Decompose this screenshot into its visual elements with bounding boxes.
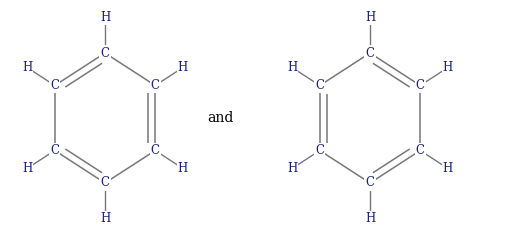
Text: C: C <box>101 177 109 190</box>
Text: H: H <box>100 213 110 225</box>
Text: H: H <box>287 61 297 74</box>
Text: C: C <box>315 79 324 92</box>
Text: and: and <box>207 111 233 125</box>
Text: C: C <box>366 177 375 190</box>
Text: H: H <box>100 10 110 23</box>
Text: H: H <box>178 162 188 175</box>
Text: H: H <box>22 162 32 175</box>
Text: C: C <box>101 46 109 59</box>
Text: C: C <box>315 144 324 157</box>
Text: C: C <box>151 144 160 157</box>
Text: H: H <box>287 162 297 175</box>
Text: C: C <box>416 79 425 92</box>
Text: H: H <box>443 162 453 175</box>
Text: C: C <box>50 79 59 92</box>
Text: H: H <box>22 61 32 74</box>
Text: C: C <box>50 144 59 157</box>
Text: C: C <box>366 46 375 59</box>
Text: H: H <box>365 213 375 225</box>
Text: C: C <box>416 144 425 157</box>
Text: H: H <box>178 61 188 74</box>
Text: H: H <box>443 61 453 74</box>
Text: C: C <box>151 79 160 92</box>
Text: H: H <box>365 10 375 23</box>
